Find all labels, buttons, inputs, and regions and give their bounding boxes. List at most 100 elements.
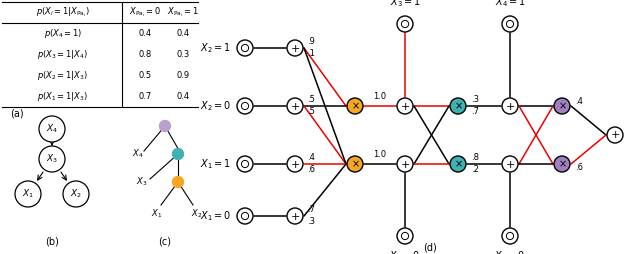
Circle shape <box>159 120 170 132</box>
Circle shape <box>241 102 248 109</box>
Text: $p(X_4{=}1)$: $p(X_4{=}1)$ <box>44 27 83 40</box>
Text: (d): (d) <box>423 242 437 252</box>
Circle shape <box>450 156 466 172</box>
Circle shape <box>401 20 408 28</box>
Text: $p(X_1{=}1|X_3)$: $p(X_1{=}1|X_3)$ <box>38 90 88 103</box>
Circle shape <box>506 20 514 28</box>
Circle shape <box>241 212 248 220</box>
Text: 1.0: 1.0 <box>373 150 387 159</box>
Text: $X_3{=}1$: $X_3{=}1$ <box>390 0 420 9</box>
Text: $X_1{=}1$: $X_1{=}1$ <box>200 157 231 171</box>
Text: $X_3$: $X_3$ <box>136 176 148 188</box>
Circle shape <box>450 98 466 114</box>
Circle shape <box>502 98 518 114</box>
Text: $p(X_3{=}1|X_4)$: $p(X_3{=}1|X_4)$ <box>38 48 88 61</box>
Text: $+$: $+$ <box>610 130 620 140</box>
Text: $X_2{=}1$: $X_2{=}1$ <box>200 41 231 55</box>
Text: $\times$: $\times$ <box>557 101 566 111</box>
Circle shape <box>287 40 303 56</box>
Text: $X_3{=}0$: $X_3{=}0$ <box>389 249 420 254</box>
Circle shape <box>554 98 570 114</box>
Text: $X_{\mathrm{Pa}_i}{=}0$: $X_{\mathrm{Pa}_i}{=}0$ <box>129 6 161 19</box>
Text: $+$: $+$ <box>505 158 515 169</box>
Circle shape <box>173 149 184 160</box>
Text: $X_1$: $X_1$ <box>22 188 34 200</box>
Circle shape <box>287 208 303 224</box>
Text: .3: .3 <box>471 96 479 104</box>
Circle shape <box>287 156 303 172</box>
Text: $X_4$: $X_4$ <box>46 123 58 135</box>
Circle shape <box>15 181 41 207</box>
Text: $X_2{=}0$: $X_2{=}0$ <box>200 99 231 113</box>
Text: $+$: $+$ <box>290 42 300 54</box>
Text: (c): (c) <box>159 236 172 246</box>
Circle shape <box>237 98 253 114</box>
Text: 0.7: 0.7 <box>138 92 152 101</box>
Text: $\times$: $\times$ <box>454 159 463 169</box>
Text: $\times$: $\times$ <box>351 101 360 111</box>
Circle shape <box>401 232 408 240</box>
Text: .3: .3 <box>307 217 315 227</box>
Text: $+$: $+$ <box>400 101 410 112</box>
Circle shape <box>397 228 413 244</box>
Circle shape <box>502 156 518 172</box>
Text: .6: .6 <box>575 164 583 172</box>
Text: 0.5: 0.5 <box>138 71 152 80</box>
Text: $+$: $+$ <box>400 158 410 169</box>
Text: .8: .8 <box>471 153 479 163</box>
Circle shape <box>287 98 303 114</box>
Text: .5: .5 <box>307 96 315 104</box>
Text: 0.4: 0.4 <box>176 92 189 101</box>
Text: $X_2$: $X_2$ <box>70 188 82 200</box>
Circle shape <box>63 181 89 207</box>
Text: .9: .9 <box>307 38 315 46</box>
Text: .6: .6 <box>307 166 315 174</box>
Text: $+$: $+$ <box>290 211 300 221</box>
Text: $+$: $+$ <box>505 101 515 112</box>
Text: .5: .5 <box>307 107 315 117</box>
Text: $\times$: $\times$ <box>557 159 566 169</box>
Text: $X_4{=}0$: $X_4{=}0$ <box>494 249 525 254</box>
Text: .4: .4 <box>307 153 315 163</box>
Text: $X_3$: $X_3$ <box>46 153 58 165</box>
Circle shape <box>241 44 248 52</box>
Circle shape <box>237 156 253 172</box>
Circle shape <box>502 16 518 32</box>
Text: 0.4: 0.4 <box>138 29 152 38</box>
Text: .4: .4 <box>575 98 583 106</box>
Text: (b): (b) <box>45 236 59 246</box>
Text: $+$: $+$ <box>290 101 300 112</box>
Text: $X_2$: $X_2$ <box>191 208 203 220</box>
Text: 0.4: 0.4 <box>176 29 189 38</box>
Text: 0.9: 0.9 <box>176 71 189 80</box>
Text: $X_1{=}0$: $X_1{=}0$ <box>200 209 231 223</box>
Text: (a): (a) <box>10 109 24 119</box>
Text: $\times$: $\times$ <box>454 101 463 111</box>
Circle shape <box>397 156 413 172</box>
Text: 0.8: 0.8 <box>138 50 152 59</box>
Circle shape <box>502 228 518 244</box>
Circle shape <box>347 98 363 114</box>
Text: $X_1$: $X_1$ <box>152 208 163 220</box>
Circle shape <box>397 16 413 32</box>
Text: $X_{\mathrm{Pa}_i}{=}1$: $X_{\mathrm{Pa}_i}{=}1$ <box>167 6 198 19</box>
Text: .7: .7 <box>307 205 315 214</box>
Text: .2: .2 <box>471 166 479 174</box>
Circle shape <box>173 177 184 187</box>
Text: $p(X_2{=}1|X_3)$: $p(X_2{=}1|X_3)$ <box>38 69 88 82</box>
Circle shape <box>237 208 253 224</box>
Circle shape <box>347 156 363 172</box>
Text: $\times$: $\times$ <box>351 159 360 169</box>
Text: 1.0: 1.0 <box>373 92 387 101</box>
Text: 0.3: 0.3 <box>176 50 189 59</box>
Text: $X_4$: $X_4$ <box>132 148 144 160</box>
Circle shape <box>506 232 514 240</box>
Circle shape <box>237 40 253 56</box>
Circle shape <box>241 160 248 168</box>
Circle shape <box>39 146 65 172</box>
Text: .1: .1 <box>307 50 315 58</box>
Circle shape <box>607 127 623 143</box>
Circle shape <box>397 98 413 114</box>
Text: $X_4{=}1$: $X_4{=}1$ <box>495 0 525 9</box>
Text: $p(X_i{=}1|X_{\mathrm{Pa}_i})$: $p(X_i{=}1|X_{\mathrm{Pa}_i})$ <box>36 6 90 19</box>
